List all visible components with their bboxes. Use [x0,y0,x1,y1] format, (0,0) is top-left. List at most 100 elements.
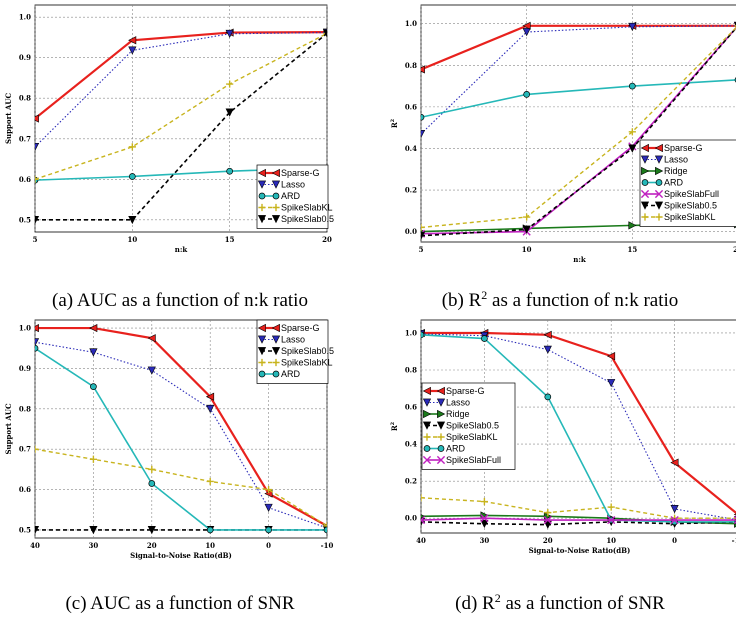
legend-marker-spikeslab0-5 [271,215,281,224]
legend-label-lasso: Lasso [281,180,305,190]
data-point-ard [323,526,327,534]
legend-marker-lasso [271,180,281,189]
legend-marker-ridge [655,166,664,176]
legend-label-spikeslab0-5: SpikeSlab0.5 [281,214,334,224]
data-point-spikeslabkl [607,503,615,511]
x-tick-label: 20 [543,536,553,545]
y-tick-label: 0.6 [19,175,31,184]
legend-marker-spikeslabkl [272,358,280,367]
data-point-sparse-g [606,352,616,361]
series-line-lasso [421,333,736,521]
series-layer [421,328,736,529]
legend-label-ridge: Ridge [664,166,688,176]
series-line-spikeslab0-5 [421,521,736,526]
legend-marker-ard [272,370,280,378]
data-point-ard [148,480,156,487]
x-tick-label: 10 [606,536,616,545]
data-point-spikeslab0-5 [147,526,156,535]
data-point-sparse-g [35,323,39,333]
data-point-spikeslabkl [480,497,488,506]
data-point-spikeslabfull [670,515,679,525]
series-line-ard [35,347,327,531]
subfigure-caption: (a) AUC as a function of n:k ratio [52,290,308,311]
plot-frame [420,4,736,243]
series-line-sparse-g [35,326,327,527]
legend-marker-lasso [654,155,664,164]
legend-marker-ard [258,370,266,378]
legend-label-spikeslabfull: SpikeSlabFull [664,189,719,199]
series-line-lasso [35,32,327,148]
y-tick-label: 1.0 [405,328,417,337]
y-tick-label: 0.0 [405,514,417,523]
legend-marker-ard [655,179,663,186]
series-layer [421,21,736,241]
x-tick-label: 20 [733,245,736,254]
data-point-spikeslabkl [628,128,636,136]
data-point-lasso [35,338,40,347]
x-tick-label: 5 [419,245,424,254]
data-point-ard [421,331,425,339]
x-axis-label: Signal-to-Noise Ratio(dB) [529,546,631,555]
y-axis-label: Support AUC [4,93,13,144]
legend-marker-spikeslabkl [258,203,266,212]
data-point-spikeslabkl [421,223,425,232]
data-point-spikeslabkl [323,522,327,530]
legend-label-spikeslab0-5: SpikeSlab0.5 [281,346,334,356]
subfigure-caption: (d) R2 as a function of SNR [455,591,665,614]
legend-label-lasso: Lasso [446,398,470,408]
data-point-spikeslabkl [226,80,234,88]
x-tick-label: 40 [416,536,426,545]
x-tick-label: 0 [266,541,271,550]
data-point-spikeslabkl [323,29,327,37]
legend-marker-spikeslabkl [437,433,445,441]
data-point-sparse-g [522,21,531,30]
y-tick-label: 0.5 [19,215,31,224]
data-point-spikeslabkl [128,143,136,151]
legend-label-sparse-g: Sparse-G [281,323,320,333]
data-point-spikeslabkl [544,509,552,517]
legend-marker-spikeslab0-5 [640,201,650,210]
x-tick-label: 20 [147,541,157,550]
data-point-spikeslabkl [148,465,156,473]
chart-panel-2: 5 10 15 20 0.0 0.2 0.4 0.6 0.8 1.0 n:k R2 Sparse-G La… [390,4,736,311]
x-tick-label: -10 [732,536,736,545]
series-line-spikeslab0-5 [35,32,327,221]
data-point-spikeslab0-5 [89,526,98,535]
data-point-spikeslabkl [265,485,273,494]
legend-marker-sparse-g [422,386,431,396]
legend-marker-sparse-g [271,323,280,333]
chart-panel-1: 5 10 15 20 0.5 0.6 0.7 0.8 0.9 1.0 n:k Support AUC S… [4,4,334,311]
legend-label-spikeslab0-5: SpikeSlab0.5 [446,421,499,431]
legend-label-ard: ARD [446,444,466,454]
y-axis-label: R2 [390,421,399,431]
legend-marker-spikeslabkl [641,213,649,221]
legend-marker-lasso [640,155,650,164]
legend-marker-spikeslabfull [436,455,446,465]
subfigure-caption: (c) AUC as a function of SNR [65,593,294,614]
data-point-lasso [147,366,156,375]
legend-marker-spikeslabfull [654,189,664,199]
data-point-lasso [264,503,273,512]
data-point-ard [206,526,214,534]
x-axis-label: n:k [175,245,188,254]
legend-marker-spikeslabfull [422,455,432,465]
data-point-sparse-g [670,458,679,467]
legend-box [421,382,516,470]
x-tick-label: 10 [127,235,137,244]
legend-marker-spikeslab0-5 [422,421,432,430]
legend-label-sparse-g: Sparse-G [446,386,485,396]
legend-label-spikeslabkl: SpikeSlabKL [281,203,333,213]
data-point-ridge [421,514,426,519]
legend-marker-spikeslabkl [272,203,280,212]
legend-marker-sparse-g [654,143,663,153]
x-tick-label: 20 [322,235,332,244]
legend-marker-spikeslabkl [258,358,266,367]
data-point-spikeslab0-5 [480,519,489,529]
data-point-spikeslab0-5 [322,29,327,38]
x-axis-label: Signal-to-Noise Ratio(dB) [130,551,232,560]
series-line-spikeslab0-5 [421,26,736,237]
legend-label-spikeslabkl: SpikeSlabKL [664,212,716,222]
legend-marker-ridge [641,166,650,176]
